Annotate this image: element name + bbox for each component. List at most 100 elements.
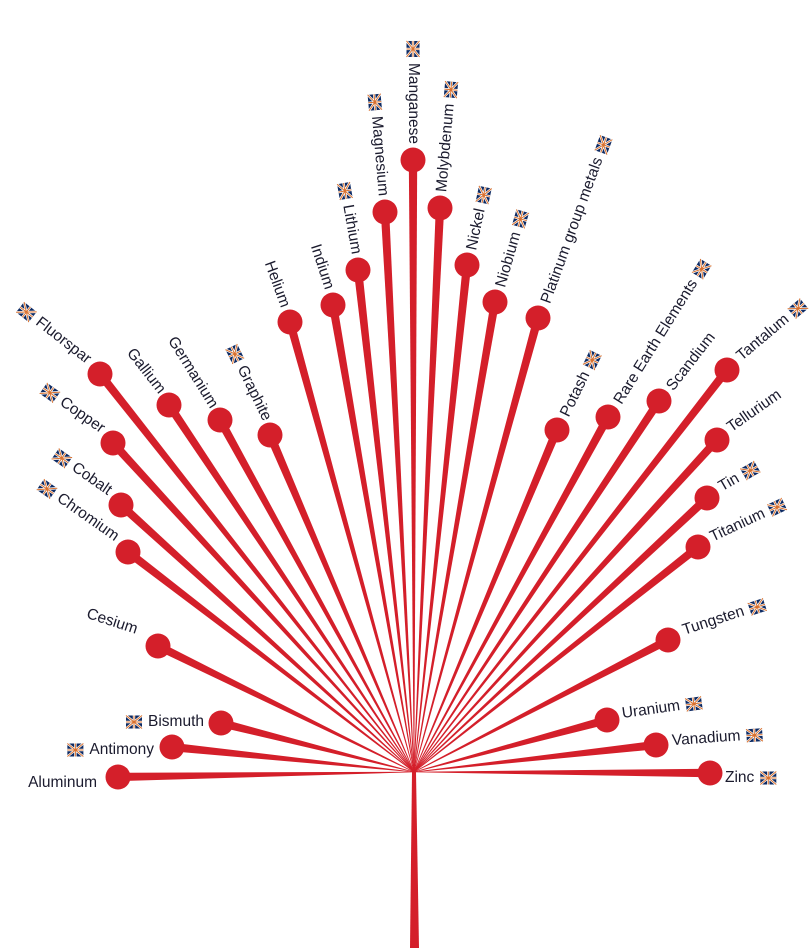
mineral-label-zinc: Zinc: [725, 769, 755, 786]
mineral-label-fluorspar: Fluorspar: [32, 314, 94, 368]
branch-helium: [286, 320, 415, 773]
branch-copper: [109, 440, 415, 773]
branch-platinum-group-metals: [413, 316, 543, 773]
branch-tin: [413, 494, 710, 773]
mineral-label-nickel: Nickel: [463, 207, 488, 252]
node-rare-earth-elements: [595, 404, 621, 430]
label-group-scandium: Scandium: [663, 329, 719, 394]
label-group-rare-earth-elements: Rare Earth Elements: [610, 258, 712, 407]
flag-icon: [442, 80, 459, 99]
node-tantalum: [714, 357, 740, 383]
label-group-potash: Potash: [557, 349, 603, 420]
node-graphite: [257, 422, 283, 448]
branch-magnesium: [380, 211, 415, 773]
branch-graphite: [266, 433, 415, 773]
branch-germanium: [216, 418, 415, 773]
node-tungsten: [655, 627, 681, 653]
mineral-label-indium: Indium: [307, 242, 338, 292]
mineral-label-antimony: Antimony: [89, 741, 154, 758]
branch-uranium: [413, 715, 609, 773]
flag-icon: [39, 382, 61, 404]
branch-bismuth: [220, 718, 415, 773]
mineral-label-tungsten: Tungsten: [680, 603, 746, 639]
label-group-tungsten: Tungsten: [680, 597, 768, 639]
branch-molybdenum: [413, 207, 445, 773]
mineral-label-tellurium: Tellurium: [724, 386, 785, 435]
branch-tellurium: [413, 437, 721, 773]
flag-icon: [36, 478, 58, 500]
label-group-antimony: Antimony: [66, 741, 154, 758]
node-tellurium: [704, 427, 730, 453]
label-group-cobalt: Cobalt: [51, 448, 116, 499]
label-group-helium: Helium: [261, 259, 293, 310]
nodes: [87, 147, 740, 790]
label-group-zinc: Zinc: [725, 769, 778, 786]
label-group-lithium: Lithium: [336, 181, 365, 255]
label-group-indium: Indium: [307, 242, 338, 292]
branch-nickel: [413, 264, 472, 772]
flag-icon: [691, 258, 712, 280]
branch-niobium: [413, 301, 500, 773]
label-group-copper: Copper: [39, 382, 108, 437]
node-tin: [694, 485, 720, 511]
node-bismuth: [208, 710, 234, 736]
mineral-label-graphite: Graphite: [234, 363, 275, 424]
mineral-label-manganese: Manganese: [405, 63, 422, 144]
label-group-manganese: Manganese: [405, 40, 422, 144]
node-indium: [320, 292, 346, 318]
label-group-titanium: Titanium: [707, 497, 788, 545]
mineral-label-aluminum: Aluminum: [28, 774, 97, 791]
node-potash: [544, 417, 570, 443]
flag-icon: [759, 770, 778, 786]
label-group-nickel: Nickel: [463, 185, 493, 252]
label-group-cesium: Cesium: [85, 605, 140, 637]
label-group-gallium: Gallium: [123, 345, 169, 397]
mineral-label-platinum-group-metals: Platinum group metals: [538, 155, 607, 306]
mineral-label-copper: Copper: [57, 394, 108, 437]
mineral-label-lithium: Lithium: [339, 203, 364, 255]
node-gallium: [156, 392, 182, 418]
stem: [410, 772, 419, 948]
branches: [96, 160, 731, 782]
label-group-platinum-group-metals: Platinum group metals: [538, 134, 613, 306]
node-molybdenum: [427, 195, 453, 221]
label-group-tellurium: Tellurium: [724, 386, 785, 435]
mineral-label-titanium: Titanium: [707, 505, 768, 545]
node-scandium: [646, 388, 672, 414]
branch-gallium: [165, 402, 415, 773]
flag-icon: [684, 695, 704, 713]
branch-tungsten: [413, 636, 670, 773]
label-group-niobium: Niobium: [492, 208, 530, 289]
flag-icon: [766, 497, 788, 518]
flag-icon: [51, 448, 73, 469]
stem-line: [410, 772, 419, 948]
node-uranium: [594, 707, 620, 733]
branch-chromium: [125, 548, 415, 773]
mineral-label-vanadium: Vanadium: [671, 727, 741, 749]
mineral-label-magnesium: Magnesium: [368, 115, 392, 196]
label-group-magnesium: Magnesium: [366, 93, 392, 197]
flag-icon: [66, 742, 85, 758]
label-group-aluminum: Aluminum: [28, 774, 97, 791]
flag-icon: [594, 134, 613, 156]
mineral-label-molybdenum: Molybdenum: [433, 103, 458, 193]
node-lithium: [345, 257, 371, 283]
flag-icon: [405, 40, 421, 58]
flag-icon: [747, 597, 768, 617]
branch-potash: [413, 428, 561, 773]
node-platinum-group-metals: [525, 305, 551, 331]
node-helium: [277, 309, 303, 335]
mineral-label-rare-earth-elements: Rare Earth Elements: [610, 276, 701, 407]
label-group-vanadium: Vanadium: [671, 727, 764, 749]
branch-aluminum: [117, 771, 415, 782]
label-group-bismuth: Bismuth: [125, 713, 204, 730]
branch-fluorspar: [96, 371, 415, 773]
branch-cobalt: [118, 501, 415, 773]
mineral-label-helium: Helium: [261, 259, 293, 310]
branch-lithium: [353, 269, 415, 772]
flag-icon: [474, 185, 493, 205]
branch-vanadium: [414, 740, 657, 773]
node-manganese: [400, 147, 426, 173]
mineral-label-uranium: Uranium: [621, 697, 681, 722]
branch-antimony: [171, 742, 414, 773]
